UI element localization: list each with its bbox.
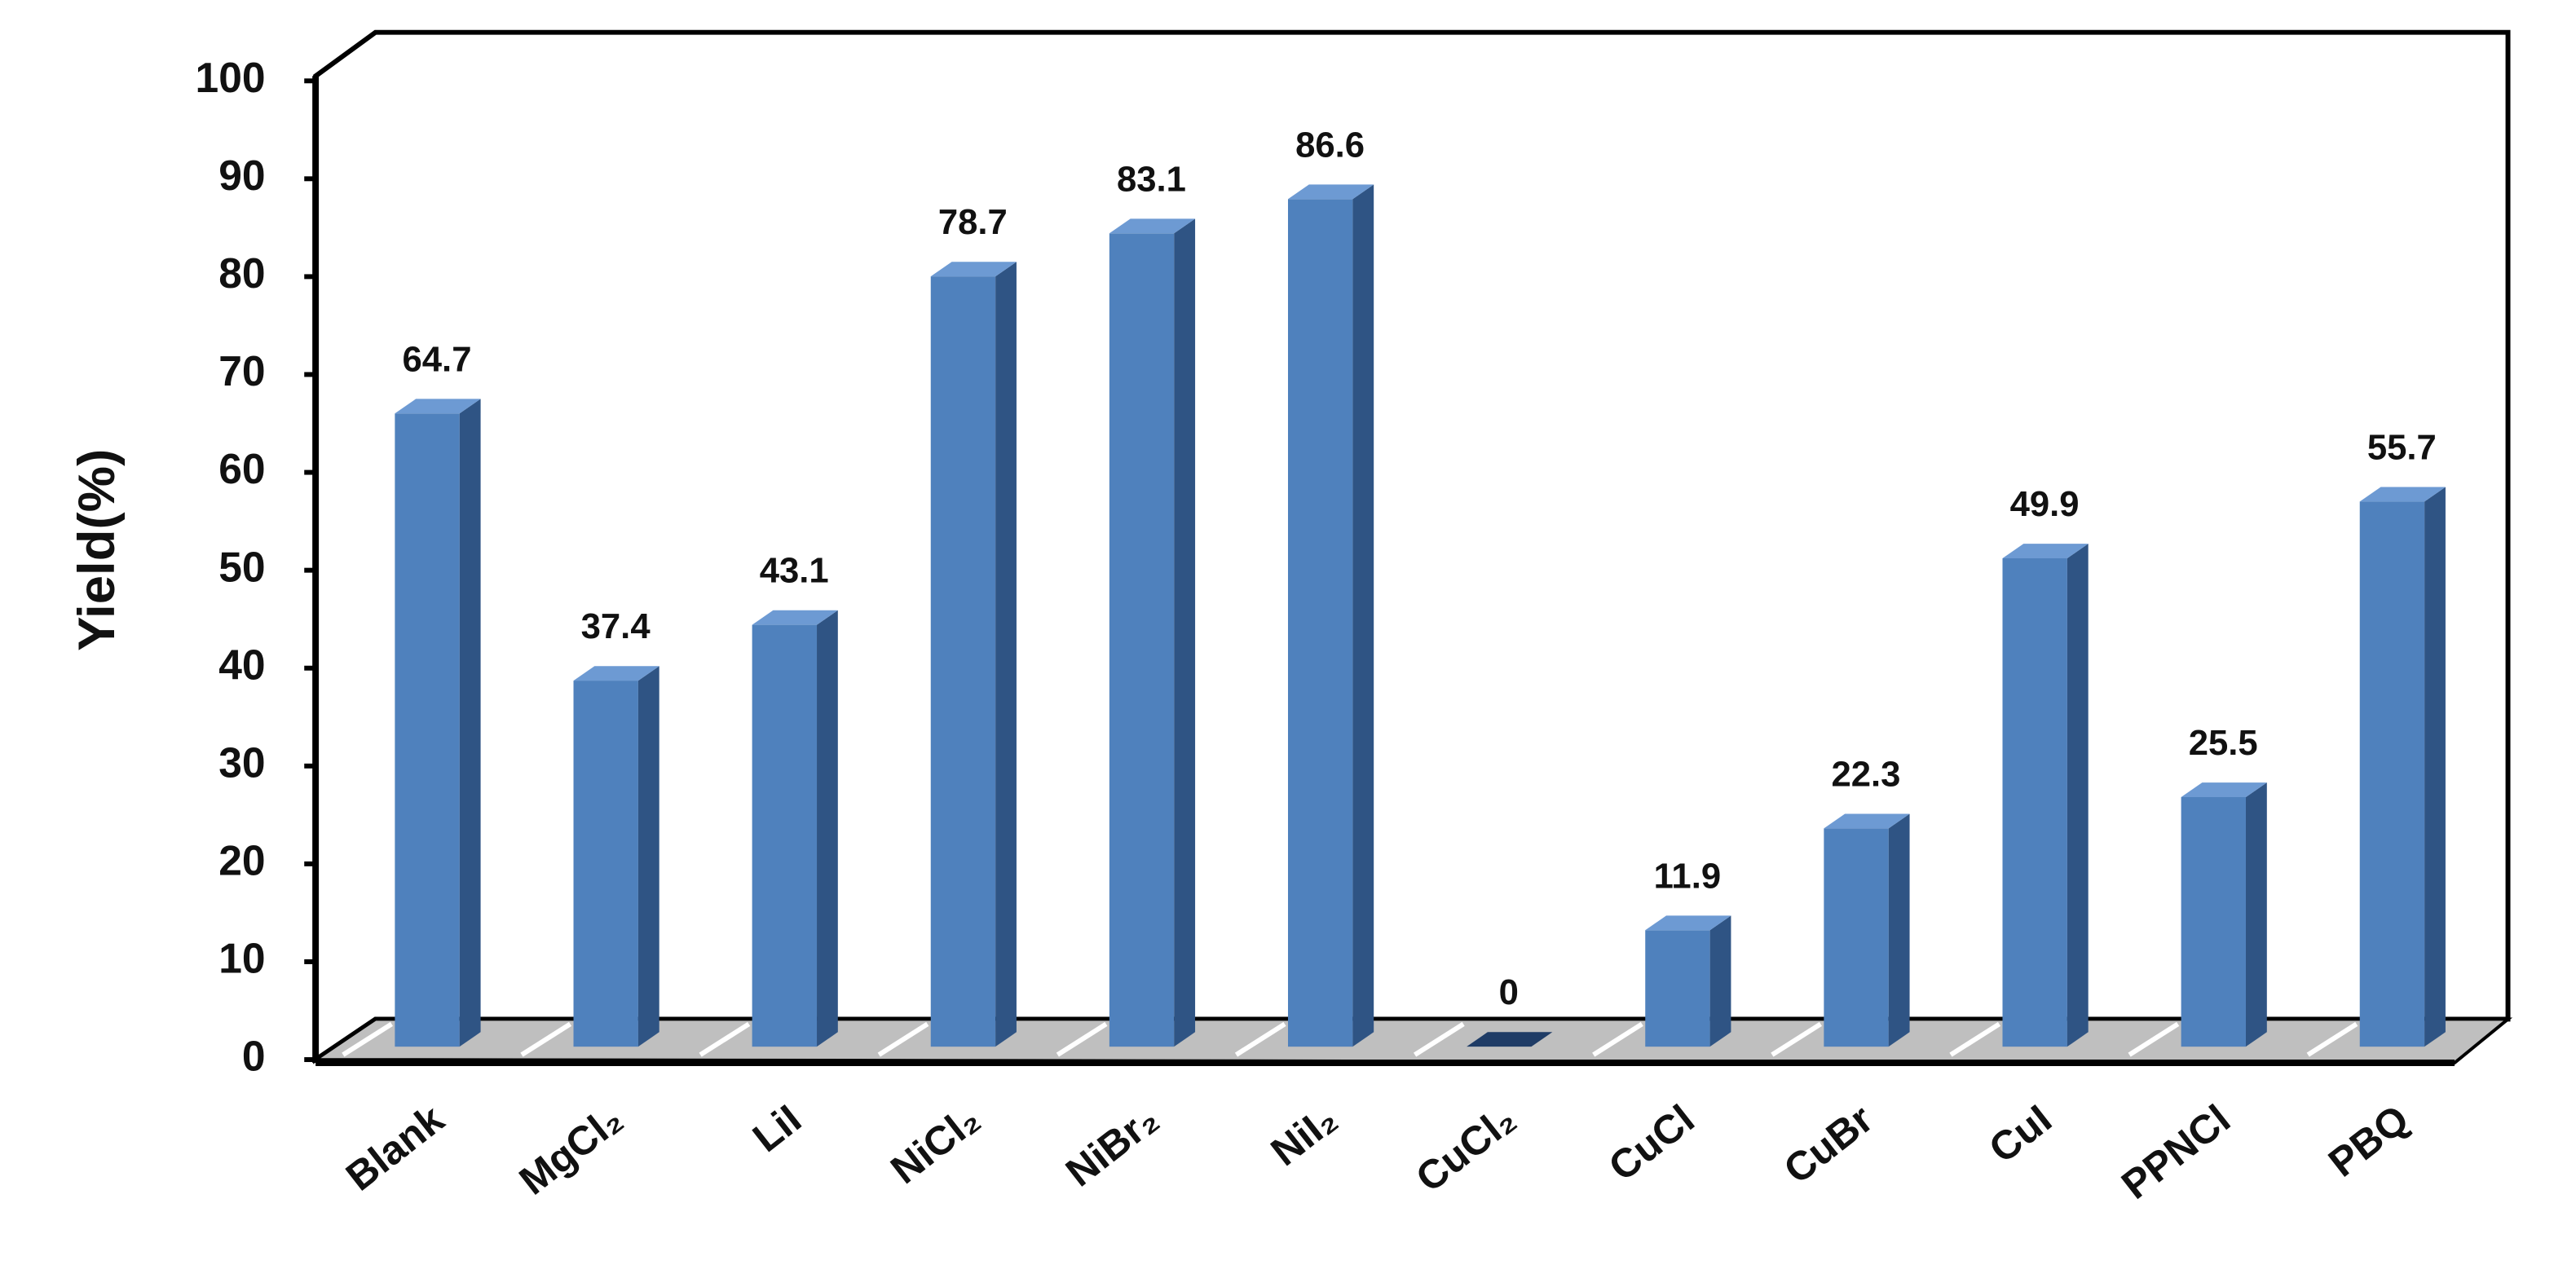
bar [2359,487,2446,1047]
x-tick-label: CuI [1980,1095,2059,1171]
floor-stripe [877,1021,929,1057]
x-tick-label: PBQ [2320,1095,2417,1185]
data-label: 86.6 [1295,125,1365,165]
floor-stripe [1056,1021,1108,1057]
floor-stripe [1771,1021,1822,1057]
y-tick-label: 60 [218,445,265,492]
floor-stripe [1949,1021,2001,1057]
bar-top [752,610,838,625]
bar-side [817,610,838,1047]
floor-stripe [2485,1021,2537,1057]
bar-side [1352,184,1374,1047]
floor-stripe [342,1021,394,1057]
bar [2181,782,2267,1047]
y-tick-label: 100 [196,54,266,101]
data-label: 11.9 [1654,856,1722,896]
bar-front [2002,557,2067,1047]
bar-side [637,666,659,1047]
x-tick-label: NiCl₂ [882,1095,988,1192]
data-label: 25.5 [2189,723,2258,763]
data-label: 49.9 [2010,484,2080,524]
bar-front [1824,828,1889,1047]
bar-front [1645,930,1710,1047]
floor-stripe [1592,1021,1643,1057]
bar-side [2067,544,2089,1047]
data-label: 43.1 [760,551,829,591]
y-tick-label: 20 [218,837,265,884]
x-tick-label: NiBr₂ [1057,1095,1167,1195]
bar [1645,915,1731,1047]
bar [395,399,481,1047]
bar [752,610,838,1047]
bar-top [930,262,1017,277]
y-axis-label: Yield(%) [68,449,126,651]
y-tick-label: 0 [242,1033,266,1080]
data-label: 37.4 [581,606,651,646]
x-tick-label: MgCl₂ [511,1095,631,1203]
x-tick-label: PPNCl [2113,1095,2239,1207]
bar-top [1467,1032,1553,1047]
bar-front [1288,199,1353,1047]
data-label: 64.7 [403,339,472,379]
bar-top [1645,915,1731,931]
bar-top [2359,487,2446,502]
floor-stripe [2128,1021,2180,1057]
bar-side [2424,487,2446,1047]
bar-front [752,624,818,1047]
bar-front [2359,501,2425,1047]
bar-top [1824,813,1910,829]
floor-stripe [520,1021,572,1057]
bar [1467,1032,1553,1047]
bar [930,262,1017,1047]
bar [573,666,659,1047]
x-tick-label: CuCl [1600,1095,1703,1189]
bar-front [573,681,638,1047]
y-tick-label: 30 [218,738,265,786]
bar-top [1109,218,1196,234]
x-tick-label: LiI [744,1095,809,1161]
bar-front [395,413,460,1047]
bar-front [2181,796,2247,1047]
x-tick-label: CuBr [1775,1095,1881,1192]
bar-side [2246,782,2267,1047]
bar-side [1709,915,1731,1047]
x-tick-label: CuCl₂ [1407,1095,1524,1201]
y-tick-label: 80 [218,249,265,297]
floor-stripe [699,1021,751,1057]
bar-top [1288,184,1374,200]
bar-top [2181,782,2267,797]
y-tick-label: 40 [218,641,265,688]
data-label: 83.1 [1117,159,1186,199]
bar-front [930,276,996,1047]
bar-side [1888,813,1910,1047]
floor-stripe [2306,1021,2358,1057]
floor-stripe [1414,1021,1465,1057]
y-tick-label: 90 [218,152,265,199]
x-tick-label: Blank [337,1095,452,1200]
bar-top [395,399,481,414]
y-tick-label: 10 [218,935,265,982]
bar-side [1174,218,1196,1047]
data-label: 0 [1499,972,1519,1012]
data-label: 22.3 [1831,754,1900,794]
bar [1288,184,1374,1047]
data-label: 78.7 [938,202,1008,242]
bar-front [1109,233,1175,1047]
y-tick-label: 70 [218,347,265,394]
y-tick-label: 50 [218,543,265,590]
bar [1109,218,1196,1047]
bar [2002,544,2089,1047]
bar-side [995,262,1017,1047]
data-label: 55.7 [2367,427,2437,467]
x-tick-label: NiI₂ [1263,1095,1346,1174]
floor-stripe [1234,1021,1286,1057]
bar [1824,813,1910,1047]
bar-side [459,399,481,1047]
bar-top [2002,544,2089,558]
bar-top [573,666,659,681]
